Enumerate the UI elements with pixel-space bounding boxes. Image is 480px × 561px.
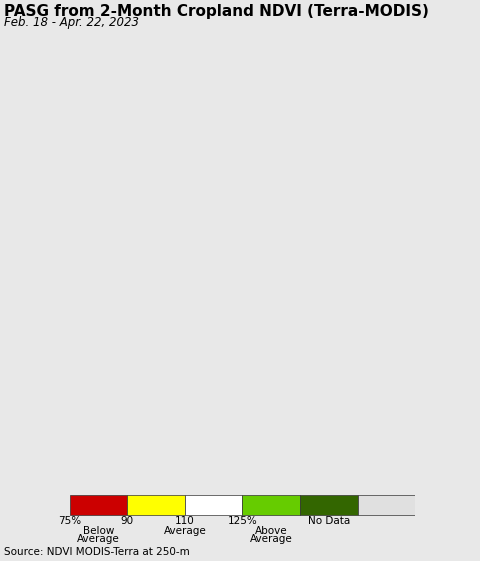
Text: Below: Below [83,526,114,536]
Text: Feb. 18 - Apr. 22, 2023: Feb. 18 - Apr. 22, 2023 [4,16,139,29]
Text: Average: Average [163,526,206,536]
Bar [185,495,242,515]
Text: 110: 110 [175,516,195,526]
Bar [358,495,415,515]
Bar [127,495,185,515]
Bar [300,495,358,515]
Text: PASG from 2-Month Cropland NDVI (Terra-MODIS): PASG from 2-Month Cropland NDVI (Terra-M… [4,4,429,19]
Text: Above: Above [255,526,288,536]
Text: Average: Average [77,534,120,544]
Text: 90: 90 [120,516,134,526]
Text: Average: Average [250,534,293,544]
Text: 75%: 75% [58,516,81,526]
Bar [70,495,127,515]
Text: 125%: 125% [228,516,257,526]
Text: No Data: No Data [308,516,350,526]
Text: Source: NDVI MODIS-Terra at 250-m: Source: NDVI MODIS-Terra at 250-m [4,547,190,557]
Bar [242,495,300,515]
